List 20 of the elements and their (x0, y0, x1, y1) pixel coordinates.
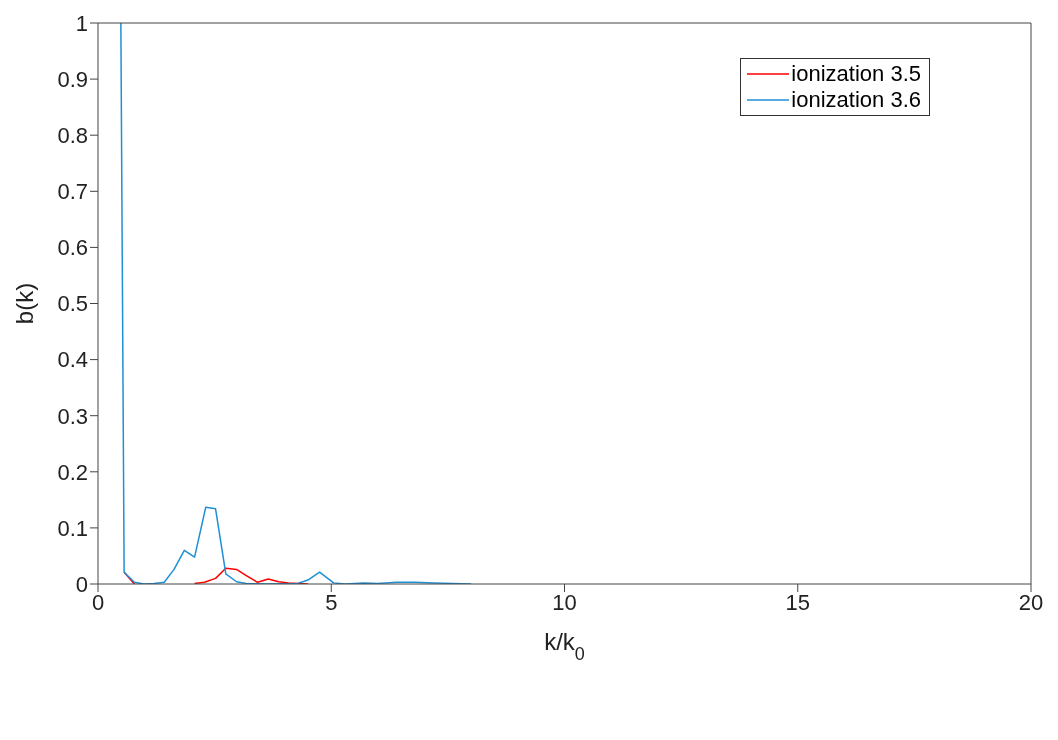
y-axis-title: b(k) (10, 282, 38, 325)
y-tick-label: 0.7 (57, 179, 88, 205)
y-tick-label: 0.8 (57, 123, 88, 149)
y-tick-label: 0.4 (57, 347, 88, 373)
x-tick-label: 10 (552, 589, 577, 615)
legend-label: ionization 3.6 (791, 87, 921, 113)
y-tick-label: 0.9 (57, 66, 88, 92)
y-tick-label: 0.1 (57, 515, 88, 541)
x-tick-label: 5 (325, 589, 338, 615)
y-tick-label: 0.5 (57, 291, 88, 317)
y-tick-label: 0.6 (57, 235, 88, 261)
legend-label: ionization 3.5 (791, 61, 921, 87)
y-tick-label: 1 (75, 10, 88, 36)
y-tick-label: 0.2 (57, 459, 88, 485)
x-tick-label: 20 (1018, 589, 1044, 615)
x-axis-title: k/k$_{0}$ (544, 628, 585, 664)
y-tick-label: 0.3 (57, 403, 88, 429)
y-tick-label: 0 (75, 571, 88, 597)
x-tick-label: 15 (785, 589, 810, 615)
x-tick-label: 0 (91, 589, 105, 615)
